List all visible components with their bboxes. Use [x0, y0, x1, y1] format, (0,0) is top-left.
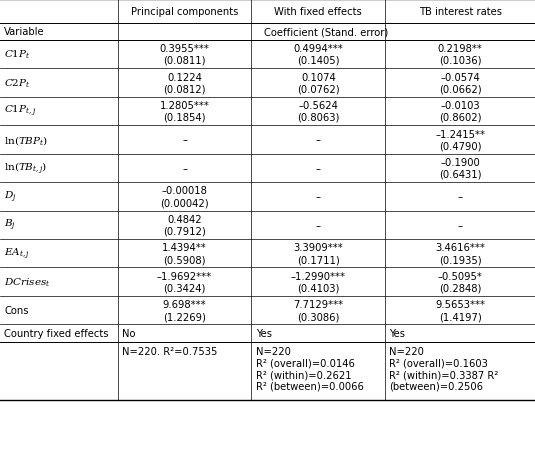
Text: –0.0103
(0.8602): –0.0103 (0.8602)	[439, 101, 482, 122]
Text: $C1P_t$: $C1P_t$	[4, 49, 30, 61]
Text: With fixed effects: With fixed effects	[274, 7, 362, 17]
Text: –: –	[457, 192, 463, 202]
Text: –: –	[316, 192, 321, 202]
Text: –: –	[316, 220, 321, 230]
Text: 9.698***
(1.2269): 9.698*** (1.2269)	[163, 300, 207, 321]
Text: –0.1900
(0.6431): –0.1900 (0.6431)	[439, 158, 482, 179]
Text: –1.2415**
(0.4790): –1.2415** (0.4790)	[435, 129, 485, 151]
Text: 1.2805***
(0.1854): 1.2805*** (0.1854)	[159, 101, 210, 122]
Text: TB interest rates: TB interest rates	[418, 7, 502, 17]
Text: –0.00018
(0.00042): –0.00018 (0.00042)	[160, 186, 209, 207]
Text: $C2P_t$: $C2P_t$	[4, 77, 30, 89]
Text: 0.4994***
(0.1405): 0.4994*** (0.1405)	[294, 44, 343, 65]
Text: No: No	[122, 328, 135, 338]
Text: Variable: Variable	[4, 27, 45, 37]
Text: 0.1074
(0.0762): 0.1074 (0.0762)	[297, 73, 340, 94]
Text: –0.5095*
(0.2848): –0.5095* (0.2848)	[438, 272, 483, 293]
Text: $B_j$: $B_j$	[4, 218, 16, 233]
Text: –: –	[457, 220, 463, 230]
Text: N=220. R²=0.7535: N=220. R²=0.7535	[122, 346, 217, 356]
Text: $DCrises_t$: $DCrises_t$	[4, 276, 51, 288]
Text: 3.3909***
(0.1711): 3.3909*** (0.1711)	[294, 243, 343, 264]
Text: N=220
R² (overall)=0.0146
R² (within)=0.2621
R² (between)=0.0066: N=220 R² (overall)=0.0146 R² (within)=0.…	[256, 346, 364, 391]
Text: $D_j$: $D_j$	[4, 189, 17, 204]
Text: 0.4842
(0.7912): 0.4842 (0.7912)	[163, 215, 206, 236]
Text: 3.4616***
(0.1935): 3.4616*** (0.1935)	[435, 243, 485, 264]
Text: $EA_{t,j}$: $EA_{t,j}$	[4, 246, 30, 261]
Text: –1.2990***
(0.4103): –1.2990*** (0.4103)	[291, 272, 346, 293]
Text: Country fixed effects: Country fixed effects	[4, 328, 109, 338]
Text: –1.9692***
(0.3424): –1.9692*** (0.3424)	[157, 272, 212, 293]
Text: Coefficient (Stand. error): Coefficient (Stand. error)	[264, 27, 388, 37]
Text: $C1P_{t,j}$: $C1P_{t,j}$	[4, 104, 36, 119]
Text: –0.0574
(0.0662): –0.0574 (0.0662)	[439, 73, 482, 94]
Text: N=220
R² (overall)=0.1603
R² (within)=0.3387 R²
(between)=0.2506: N=220 R² (overall)=0.1603 R² (within)=0.…	[389, 346, 499, 391]
Text: –: –	[316, 135, 321, 145]
Text: 9.5653***
(1.4197): 9.5653*** (1.4197)	[435, 300, 485, 321]
Text: 1.4394**
(0.5908): 1.4394** (0.5908)	[162, 243, 207, 264]
Text: 0.3955***
(0.0811): 0.3955*** (0.0811)	[159, 44, 210, 65]
Text: 7.7129***
(0.3086): 7.7129*** (0.3086)	[293, 300, 343, 321]
Text: –: –	[316, 163, 321, 174]
Text: $\ln(TB_{t,j})$: $\ln(TB_{t,j})$	[4, 161, 47, 176]
Text: Cons: Cons	[4, 305, 29, 316]
Text: 0.2198**
(0.1036): 0.2198** (0.1036)	[438, 44, 483, 65]
Text: –: –	[182, 135, 187, 145]
Text: $\ln(TBP_t)$: $\ln(TBP_t)$	[4, 133, 48, 147]
Text: –0.5624
(0.8063): –0.5624 (0.8063)	[297, 101, 340, 122]
Text: Principal components: Principal components	[131, 7, 238, 17]
Text: Yes: Yes	[389, 328, 406, 338]
Text: Yes: Yes	[256, 328, 272, 338]
Text: 0.1224
(0.0812): 0.1224 (0.0812)	[163, 73, 206, 94]
Text: –: –	[182, 163, 187, 174]
